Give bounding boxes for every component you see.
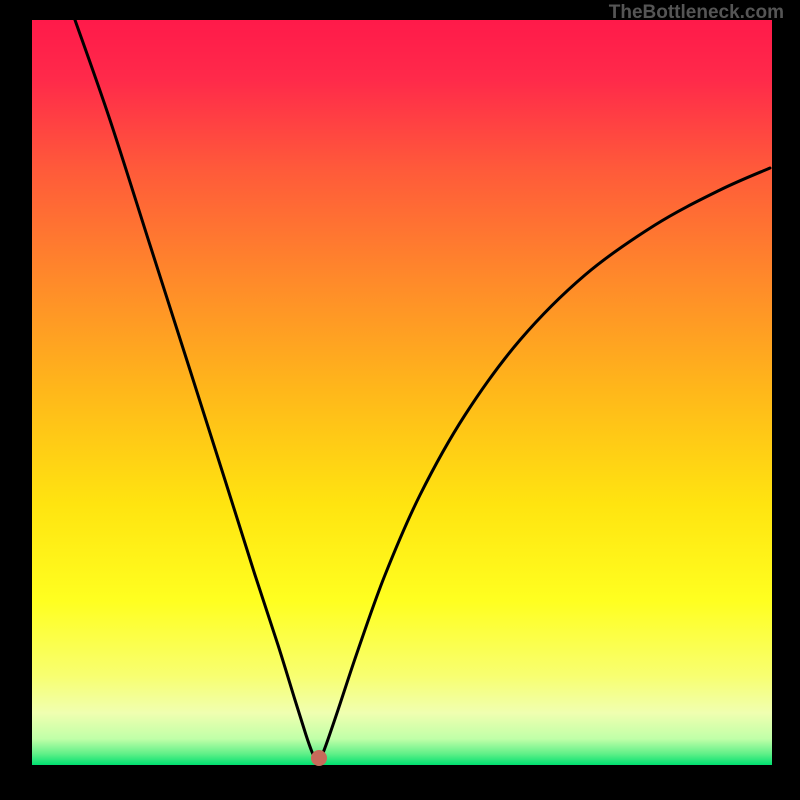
minimum-marker-icon bbox=[311, 750, 327, 766]
plot-gradient-area bbox=[32, 20, 772, 765]
watermark-text: TheBottleneck.com bbox=[609, 2, 784, 24]
